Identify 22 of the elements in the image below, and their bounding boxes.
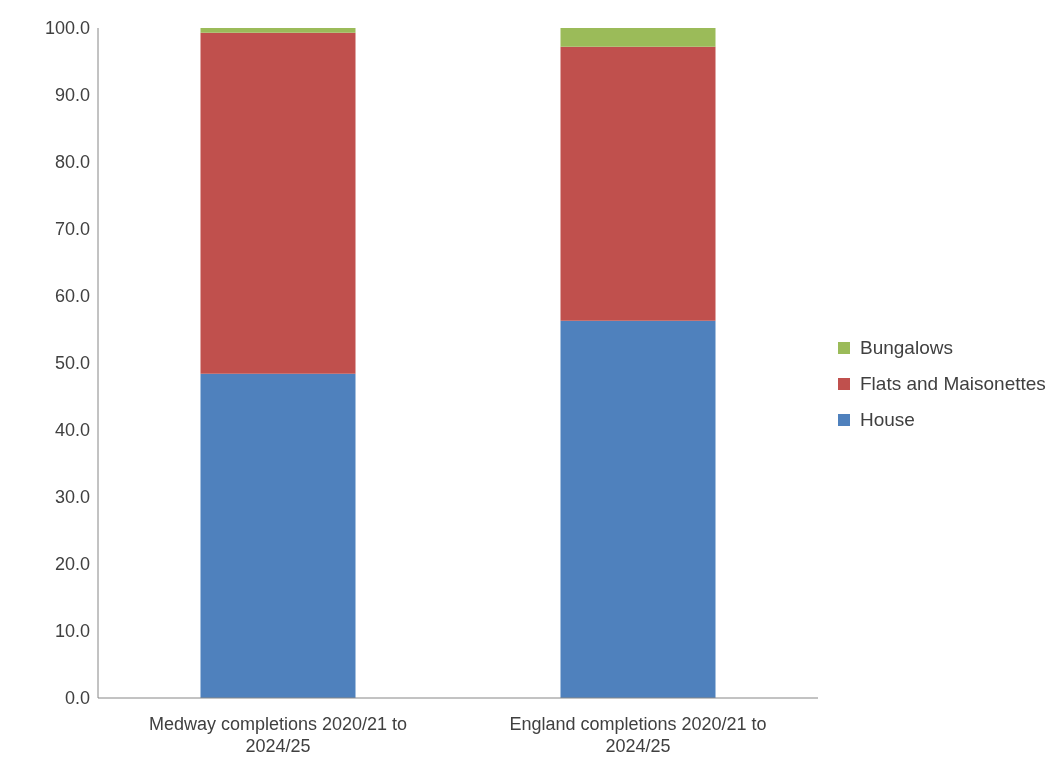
bar (560, 46, 716, 321)
legend-label: House (860, 408, 915, 431)
legend-label: Flats and Maisonettes (860, 372, 1046, 395)
bar (200, 32, 356, 374)
y-tick-label: 0.0 (64, 688, 90, 709)
y-tick-label: 60.0 (54, 286, 90, 307)
bar (560, 28, 716, 47)
bar (200, 373, 356, 698)
y-tick-label: 80.0 (54, 152, 90, 173)
bar (560, 320, 716, 698)
y-tick-label: 10.0 (54, 621, 90, 642)
y-tick-label: 90.0 (54, 85, 90, 106)
y-tick-label: 50.0 (54, 353, 90, 374)
legend-label: Bungalows (860, 336, 953, 359)
y-tick-label: 70.0 (54, 219, 90, 240)
x-tick-label: England completions 2020/21 to 2024/25 (509, 714, 767, 756)
y-tick-label: 40.0 (54, 420, 90, 441)
x-tick-label: Medway completions 2020/21 to 2024/25 (148, 714, 408, 756)
y-tick-label: 30.0 (54, 487, 90, 508)
y-tick-label: 100.0 (44, 18, 90, 39)
y-tick-label: 20.0 (54, 554, 90, 575)
bar (200, 28, 356, 33)
